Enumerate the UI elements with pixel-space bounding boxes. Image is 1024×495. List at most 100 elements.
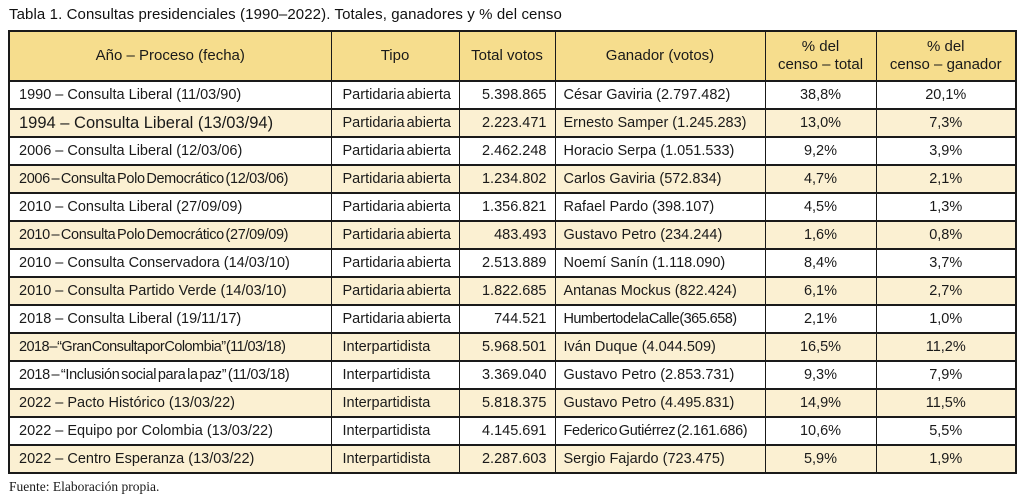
column-header-ganador: Ganador (votos) bbox=[554, 30, 766, 82]
column-header-total: Total votos bbox=[458, 30, 556, 82]
cell-tipo: Partidaria abierta bbox=[330, 276, 460, 306]
cell-proceso: 2006 – Consulta Polo Democrático (12/03/… bbox=[8, 164, 332, 194]
cell-tipo: Interpartidista bbox=[330, 388, 460, 418]
table-row: 2010 – Consulta Partido Verde (14/03/10)… bbox=[8, 276, 1017, 306]
cell-pct-ganador: 11,2% bbox=[875, 332, 1017, 362]
cell-pct-total: 9,3% bbox=[764, 360, 877, 390]
table-row: 2010 – Consulta Polo Democrático (27/09/… bbox=[8, 220, 1017, 250]
cell-pct-ganador: 1,9% bbox=[875, 444, 1017, 474]
cell-ganador: Iván Duque (4.044.509) bbox=[554, 332, 766, 362]
cell-ganador: Ernesto Samper (1.245.283) bbox=[554, 108, 766, 138]
header-row: Año – Proceso (fecha) Tipo Total votos G… bbox=[8, 30, 1017, 82]
cell-tipo: Interpartidista bbox=[330, 444, 460, 474]
cell-proceso: 1990 – Consulta Liberal (11/03/90) bbox=[8, 80, 332, 110]
cell-proceso: 2010 – Consulta Conservadora (14/03/10) bbox=[8, 248, 332, 278]
cell-proceso: 2022 – Centro Esperanza (13/03/22) bbox=[8, 444, 332, 474]
cell-pct-total: 38,8% bbox=[764, 80, 877, 110]
cell-total: 483.493 bbox=[458, 220, 556, 250]
cell-tipo: Interpartidista bbox=[330, 360, 460, 390]
cell-total: 2.513.889 bbox=[458, 248, 556, 278]
cell-ganador: Gustavo Petro (234.244) bbox=[554, 220, 766, 250]
consultas-table: Año – Proceso (fecha) Tipo Total votos G… bbox=[8, 30, 1017, 474]
cell-pct-ganador: 1,3% bbox=[875, 192, 1017, 222]
table-body: 1990 – Consulta Liberal (11/03/90) Partid… bbox=[8, 80, 1017, 474]
cell-total: 744.521 bbox=[458, 304, 556, 334]
cell-pct-ganador: 2,1% bbox=[875, 164, 1017, 194]
cell-pct-total: 4,5% bbox=[764, 192, 877, 222]
table-row: 2018 – Consulta Liberal (19/11/17) Partid… bbox=[8, 304, 1017, 334]
cell-total: 1.822.685 bbox=[458, 276, 556, 306]
cell-pct-total: 8,4% bbox=[764, 248, 877, 278]
cell-total: 1.234.802 bbox=[458, 164, 556, 194]
cell-total: 1.356.821 bbox=[458, 192, 556, 222]
cell-total: 2.287.603 bbox=[458, 444, 556, 474]
cell-tipo: Partidaria abierta bbox=[330, 164, 460, 194]
cell-pct-ganador: 0,8% bbox=[875, 220, 1017, 250]
cell-tipo: Partidaria abierta bbox=[330, 192, 460, 222]
cell-pct-ganador: 5,5% bbox=[875, 416, 1017, 446]
cell-pct-total: 1,6% bbox=[764, 220, 877, 250]
cell-pct-total: 13,0% bbox=[764, 108, 877, 138]
cell-tipo: Partidaria abierta bbox=[330, 108, 460, 138]
cell-proceso: 2010 – Consulta Liberal (27/09/09) bbox=[8, 192, 332, 222]
table-header: Año – Proceso (fecha) Tipo Total votos G… bbox=[8, 30, 1017, 82]
cell-pct-total: 5,9% bbox=[764, 444, 877, 474]
cell-pct-ganador: 1,0% bbox=[875, 304, 1017, 334]
cell-pct-ganador: 3,7% bbox=[875, 248, 1017, 278]
cell-ganador: Federico Gutiérrez (2.161.686) bbox=[554, 416, 766, 446]
cell-pct-total: 16,5% bbox=[764, 332, 877, 362]
column-header-tipo: Tipo bbox=[330, 30, 460, 82]
cell-pct-total: 2,1% bbox=[764, 304, 877, 334]
cell-tipo: Partidaria abierta bbox=[330, 304, 460, 334]
table-row: 1994 – Consulta Liberal (13/03/94) Partid… bbox=[8, 108, 1017, 138]
table-row: 2006 – Consulta Polo Democrático (12/03/… bbox=[8, 164, 1017, 194]
column-header-proceso: Año – Proceso (fecha) bbox=[8, 30, 332, 82]
cell-total: 5.398.865 bbox=[458, 80, 556, 110]
cell-proceso: 2018 – Consulta Liberal (19/11/17) bbox=[8, 304, 332, 334]
cell-total: 2.462.248 bbox=[458, 136, 556, 166]
cell-tipo: Partidaria abierta bbox=[330, 220, 460, 250]
cell-ganador: Antanas Mockus (822.424) bbox=[554, 276, 766, 306]
cell-ganador: Gustavo Petro (2.853.731) bbox=[554, 360, 766, 390]
cell-ganador: Horacio Serpa (1.051.533) bbox=[554, 136, 766, 166]
table-row: 2006 – Consulta Liberal (12/03/06) Partid… bbox=[8, 136, 1017, 166]
cell-proceso: 2022 – Pacto Histórico (13/03/22) bbox=[8, 388, 332, 418]
cell-pct-total: 9,2% bbox=[764, 136, 877, 166]
cell-pct-ganador: 11,5% bbox=[875, 388, 1017, 418]
page: Tabla 1. Consultas presidenciales (1990–… bbox=[8, 0, 1017, 495]
table-row: 2010 – Consulta Conservadora (14/03/10) P… bbox=[8, 248, 1017, 278]
cell-proceso: 1994 – Consulta Liberal (13/03/94) bbox=[8, 108, 332, 138]
cell-pct-total: 10,6% bbox=[764, 416, 877, 446]
cell-proceso: 2010 – Consulta Partido Verde (14/03/10) bbox=[8, 276, 332, 306]
cell-total: 5.818.375 bbox=[458, 388, 556, 418]
cell-ganador: Rafael Pardo (398.107) bbox=[554, 192, 766, 222]
cell-proceso: 2018 – “Gran Consulta por Colombia” (11/… bbox=[8, 332, 332, 362]
cell-tipo: Interpartidista bbox=[330, 416, 460, 446]
cell-proceso: 2022 – Equipo por Colombia (13/03/22) bbox=[8, 416, 332, 446]
cell-pct-ganador: 20,1% bbox=[875, 80, 1017, 110]
cell-tipo: Interpartidista bbox=[330, 332, 460, 362]
cell-pct-ganador: 7,3% bbox=[875, 108, 1017, 138]
cell-pct-ganador: 7,9% bbox=[875, 360, 1017, 390]
table-row: 2018 – “Inclusión social para la paz” (1… bbox=[8, 360, 1017, 390]
cell-total: 2.223.471 bbox=[458, 108, 556, 138]
cell-total: 5.968.501 bbox=[458, 332, 556, 362]
cell-pct-ganador: 3,9% bbox=[875, 136, 1017, 166]
cell-pct-total: 14,9% bbox=[764, 388, 877, 418]
source-note: Fuente: Elaboración propia. bbox=[9, 479, 160, 494]
cell-tipo: Partidaria abierta bbox=[330, 80, 460, 110]
cell-ganador: Sergio Fajardo (723.475) bbox=[554, 444, 766, 474]
column-header-pct-total: % del censo – total bbox=[764, 30, 877, 82]
table-row: 2022 – Centro Esperanza (13/03/22) Interp… bbox=[8, 444, 1017, 474]
cell-ganador: César Gaviria (2.797.482) bbox=[554, 80, 766, 110]
cell-ganador: Gustavo Petro (4.495.831) bbox=[554, 388, 766, 418]
cell-proceso: 2018 – “Inclusión social para la paz” (1… bbox=[8, 360, 332, 390]
cell-pct-total: 6,1% bbox=[764, 276, 877, 306]
table-row: 2022 – Pacto Histórico (13/03/22) Interpa… bbox=[8, 388, 1017, 418]
cell-proceso: 2010 – Consulta Polo Democrático (27/09/… bbox=[8, 220, 332, 250]
table-row: 2018 – “Gran Consulta por Colombia” (11/… bbox=[8, 332, 1017, 362]
table-title: Tabla 1. Consultas presidenciales (1990–… bbox=[9, 6, 562, 23]
table-row: 2010 – Consulta Liberal (27/09/09) Partid… bbox=[8, 192, 1017, 222]
cell-tipo: Partidaria abierta bbox=[330, 136, 460, 166]
cell-tipo: Partidaria abierta bbox=[330, 248, 460, 278]
